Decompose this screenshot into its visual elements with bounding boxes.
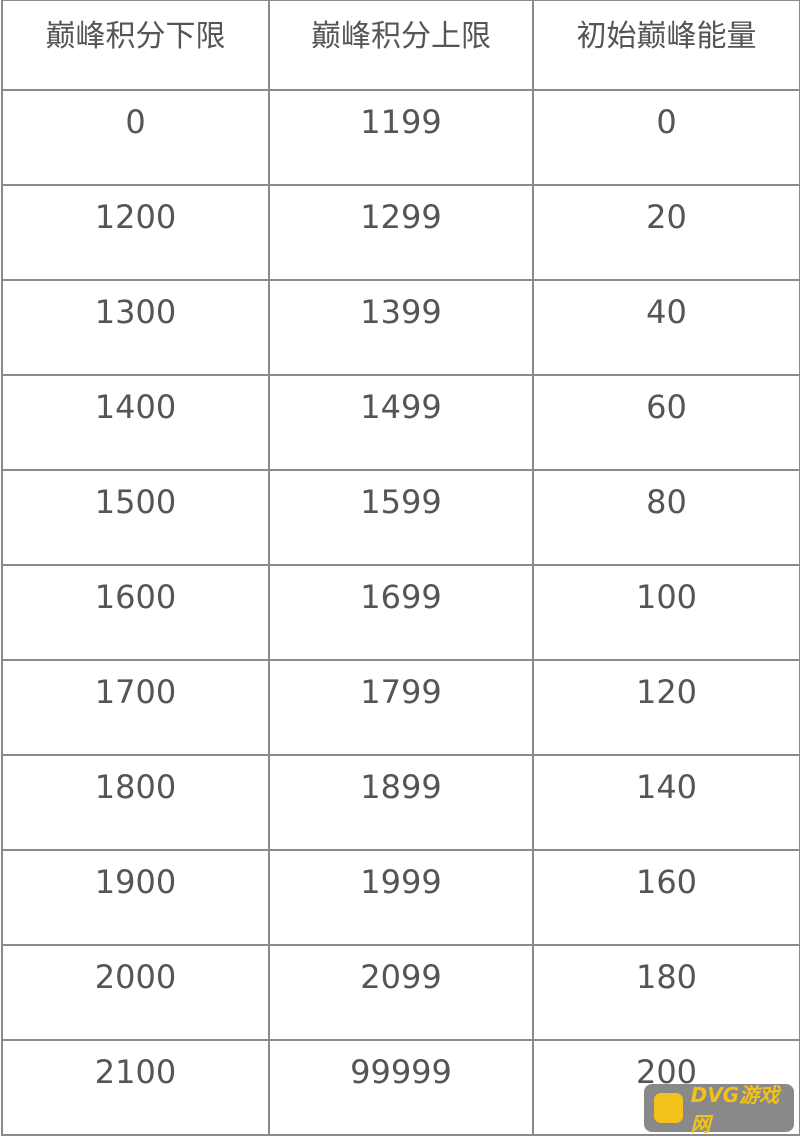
table-cell: 1599	[268, 469, 534, 566]
table-row: 0 1199 0	[1, 89, 800, 186]
table-cell: 1900	[1, 849, 270, 946]
watermark-icon	[654, 1093, 683, 1123]
table-cell: 40	[532, 279, 800, 376]
table-cell: 0	[1, 89, 270, 186]
table-cell: 2000	[1, 944, 270, 1041]
table-cell: 2100	[1, 1039, 270, 1136]
table-cell: 1899	[268, 754, 534, 851]
table-cell: 1500	[1, 469, 270, 566]
table-cell: 1399	[268, 279, 534, 376]
table-cell: 20	[532, 184, 800, 281]
table-cell: 1199	[268, 89, 534, 186]
table-cell: 99999	[268, 1039, 534, 1136]
table-cell: 1600	[1, 564, 270, 661]
table-row: 1600 1699 100	[1, 564, 800, 661]
watermark-text: DVG游戏网	[690, 1083, 780, 1136]
table-cell: 60	[532, 374, 800, 471]
header-cell: 巅峰积分下限	[1, 0, 270, 91]
header-cell: 初始巅峰能量	[532, 0, 800, 91]
table-cell: 2099	[268, 944, 534, 1041]
table-row: 1900 1999 160	[1, 849, 800, 946]
table-row: 1400 1499 60	[1, 374, 800, 471]
watermark: DVG游戏网	[644, 1083, 794, 1136]
table-cell: 1499	[268, 374, 534, 471]
table-row: 1300 1399 40	[1, 279, 800, 376]
table-cell: 160	[532, 849, 800, 946]
table-cell: 100	[532, 564, 800, 661]
table-cell: 1799	[268, 659, 534, 756]
table-cell: 120	[532, 659, 800, 756]
table-cell: 180	[532, 944, 800, 1041]
table-row: 1200 1299 20	[1, 184, 800, 281]
table-row: 1500 1599 80	[1, 469, 800, 566]
table-cell: 1200	[1, 184, 270, 281]
table-cell: 0	[532, 89, 800, 186]
table-cell: 1999	[268, 849, 534, 946]
table-cell: 1699	[268, 564, 534, 661]
table-cell: 1400	[1, 374, 270, 471]
table-row: 2000 2099 180	[1, 944, 800, 1041]
header-row: 巅峰积分下限 巅峰积分上限 初始巅峰能量	[1, 0, 800, 91]
table-cell: 1700	[1, 659, 270, 756]
table-cell: 1800	[1, 754, 270, 851]
table-row: 1800 1899 140	[1, 754, 800, 851]
table-cell: 140	[532, 754, 800, 851]
header-cell: 巅峰积分上限	[268, 0, 534, 91]
table-cell: 80	[532, 469, 800, 566]
table-cell: 1300	[1, 279, 270, 376]
table-cell: 1299	[268, 184, 534, 281]
table-row: 1700 1799 120	[1, 659, 800, 756]
table-body: 0 1199 0 1200 1299 20 1300 1399 40 1400 1499 60 1500…	[1, 89, 800, 1136]
